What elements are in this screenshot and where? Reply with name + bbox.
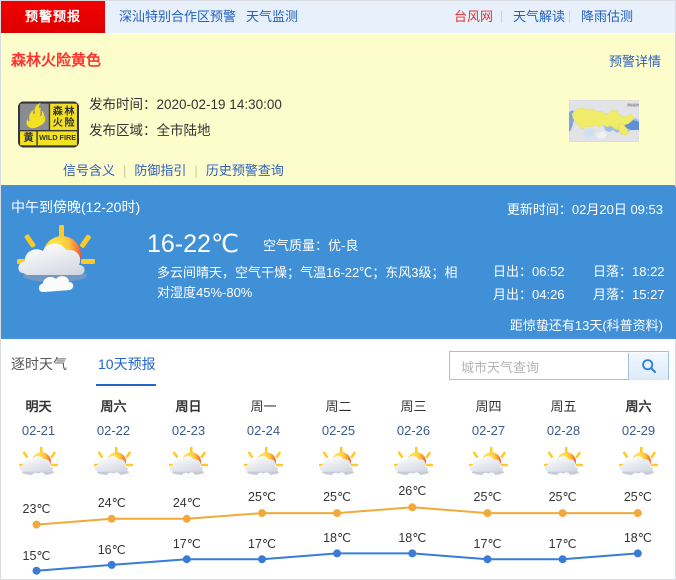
svg-text:测绘提供使用: 测绘提供使用: [627, 102, 639, 107]
svg-text:16℃: 16℃: [98, 543, 126, 557]
svg-text:17℃: 17℃: [248, 537, 276, 551]
svg-text:24℃: 24℃: [173, 496, 201, 510]
svg-text:18℃: 18℃: [624, 531, 652, 545]
svg-text:18℃: 18℃: [398, 531, 426, 545]
svg-text:25℃: 25℃: [624, 490, 652, 504]
svg-text:17℃: 17℃: [549, 537, 577, 551]
svg-text:25℃: 25℃: [323, 490, 351, 504]
svg-text:15℃: 15℃: [23, 549, 51, 563]
svg-text:黄: 黄: [23, 131, 33, 144]
svg-text:23℃: 23℃: [23, 502, 51, 516]
svg-text:17℃: 17℃: [173, 537, 201, 551]
svg-text:森: 森: [52, 104, 64, 117]
svg-text:25℃: 25℃: [474, 490, 502, 504]
svg-text:WILD FIRE: WILD FIRE: [39, 133, 76, 142]
svg-text:火: 火: [53, 117, 64, 129]
svg-text:林: 林: [64, 104, 75, 117]
svg-text:24℃: 24℃: [98, 496, 126, 510]
svg-text:25℃: 25℃: [549, 490, 577, 504]
svg-text:18℃: 18℃: [323, 531, 351, 545]
svg-text:26℃: 26℃: [398, 484, 426, 498]
svg-text:25℃: 25℃: [248, 490, 276, 504]
svg-text:17℃: 17℃: [474, 537, 502, 551]
svg-text:险: 险: [64, 116, 75, 129]
